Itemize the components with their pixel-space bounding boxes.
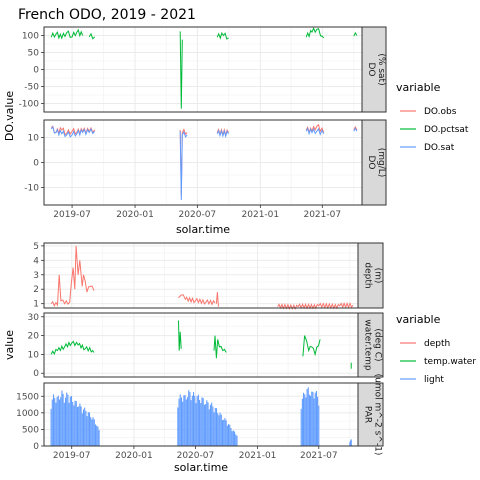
series-line xyxy=(353,31,358,37)
series-line xyxy=(179,130,188,201)
y-tick-label: 1000 xyxy=(16,409,39,419)
y-tick-label: -100 xyxy=(19,100,40,110)
series-line xyxy=(50,28,84,40)
series-line xyxy=(215,292,219,307)
y-tick-label: 2 xyxy=(33,285,39,295)
facet-strip xyxy=(357,312,384,378)
series-line xyxy=(50,340,95,356)
facet-strip-label: depth xyxy=(363,262,373,288)
y-axis-label: value xyxy=(3,330,16,360)
x-tick-label: 2020-07 xyxy=(179,210,217,220)
y-tick-label: 3 xyxy=(33,271,39,281)
legend-title: variable xyxy=(396,81,441,94)
series-line xyxy=(277,301,354,311)
legend-label: light xyxy=(424,375,444,385)
series-line xyxy=(353,125,358,131)
legend-label: DO.sat xyxy=(424,143,455,153)
series-line xyxy=(178,294,216,306)
y-tick-label: 0 xyxy=(33,369,39,379)
facet-strip-label: (m) xyxy=(373,268,383,284)
x-tick-label: 2020-07 xyxy=(177,451,215,461)
series-line xyxy=(213,335,227,359)
y-tick-label: -10 xyxy=(24,184,39,194)
series-line xyxy=(302,335,321,357)
y-tick-label: 0 xyxy=(33,159,39,169)
x-axis-label: solar.time xyxy=(174,461,228,474)
facet-strip xyxy=(357,382,384,447)
y-tick-label: 4 xyxy=(33,256,39,266)
y-tick-label: 30 xyxy=(28,313,40,323)
facet-strip-label: PAR xyxy=(363,406,373,423)
x-axis-label: solar.time xyxy=(176,223,230,236)
series-line xyxy=(88,32,96,40)
y-tick-label: 500 xyxy=(22,425,39,435)
series-line xyxy=(305,26,325,39)
x-tick-label: 2021-07 xyxy=(303,210,341,220)
y-tick-label: 0 xyxy=(33,66,39,76)
y-tick-label: 5 xyxy=(33,242,39,252)
x-tick-label: 2019-07 xyxy=(53,210,91,220)
y-tick-label: 50 xyxy=(28,49,40,59)
figure-title: French ODO, 2019 - 2021 xyxy=(18,7,196,23)
y-tick-label: 10 xyxy=(28,350,40,360)
y-tick-label: 10 xyxy=(28,134,40,144)
legend-label: DO.pctsat xyxy=(424,125,469,135)
facet-strip-label: water.temp xyxy=(363,319,373,371)
x-tick-label: 2021-01 xyxy=(242,210,280,220)
facet-strip xyxy=(361,119,387,206)
series-line xyxy=(179,31,183,109)
y-tick-label: 1 xyxy=(33,300,39,310)
y-axis-label: DO.value xyxy=(3,91,16,141)
y-tick-label: -50 xyxy=(24,83,39,93)
x-tick-label: 2019-07 xyxy=(53,451,91,461)
chart-panel: 5 4 3 2 1 depth (m) xyxy=(33,242,384,311)
legend-label: temp.water xyxy=(424,357,476,367)
facet-strip-label: (mg/L) xyxy=(376,148,386,178)
facet-strip-label: (umol m^-2 s^-1) xyxy=(373,374,383,456)
x-tick-label: 2020-01 xyxy=(115,451,153,461)
x-tick-label: 2021-01 xyxy=(239,451,277,461)
facet-strip-label: (deg C) xyxy=(373,328,383,361)
y-tick-label: 1500 xyxy=(16,392,39,402)
series-line xyxy=(50,245,95,308)
series-line xyxy=(178,320,182,351)
facet-strip xyxy=(361,26,387,113)
series-line xyxy=(305,127,325,136)
chart-panel: 100 50 0 -50 -100 DO (% sat) xyxy=(19,26,387,113)
chart-panel: 30 20 10 0 water.temp (deg C) xyxy=(28,312,384,379)
facet-strip-label: (% sat) xyxy=(376,53,386,85)
y-tick-label: 100 xyxy=(22,32,39,42)
legend-label: DO.obs xyxy=(424,107,457,117)
chart-panel: 1500 1000 500 0 PAR (umol m^-2 s^-1) xyxy=(16,374,384,456)
legend-label: depth xyxy=(424,339,450,349)
legend-title: variable xyxy=(396,313,441,326)
panel-background xyxy=(44,243,358,308)
x-tick-label: 2020-01 xyxy=(116,210,154,220)
y-tick-label: 0 xyxy=(33,442,39,452)
facet-strip-label: DO xyxy=(366,62,376,76)
y-tick-label: 20 xyxy=(28,332,40,342)
series-line xyxy=(216,129,229,139)
chart-panel: 10 0 -10 DO (mg/L) xyxy=(24,119,387,206)
series-line xyxy=(353,127,358,132)
x-tick-label: 2021-07 xyxy=(300,451,338,461)
series-line xyxy=(50,125,96,138)
series-line xyxy=(216,31,229,40)
facet-strip xyxy=(357,242,384,309)
facet-strip-label: DO xyxy=(366,155,376,169)
